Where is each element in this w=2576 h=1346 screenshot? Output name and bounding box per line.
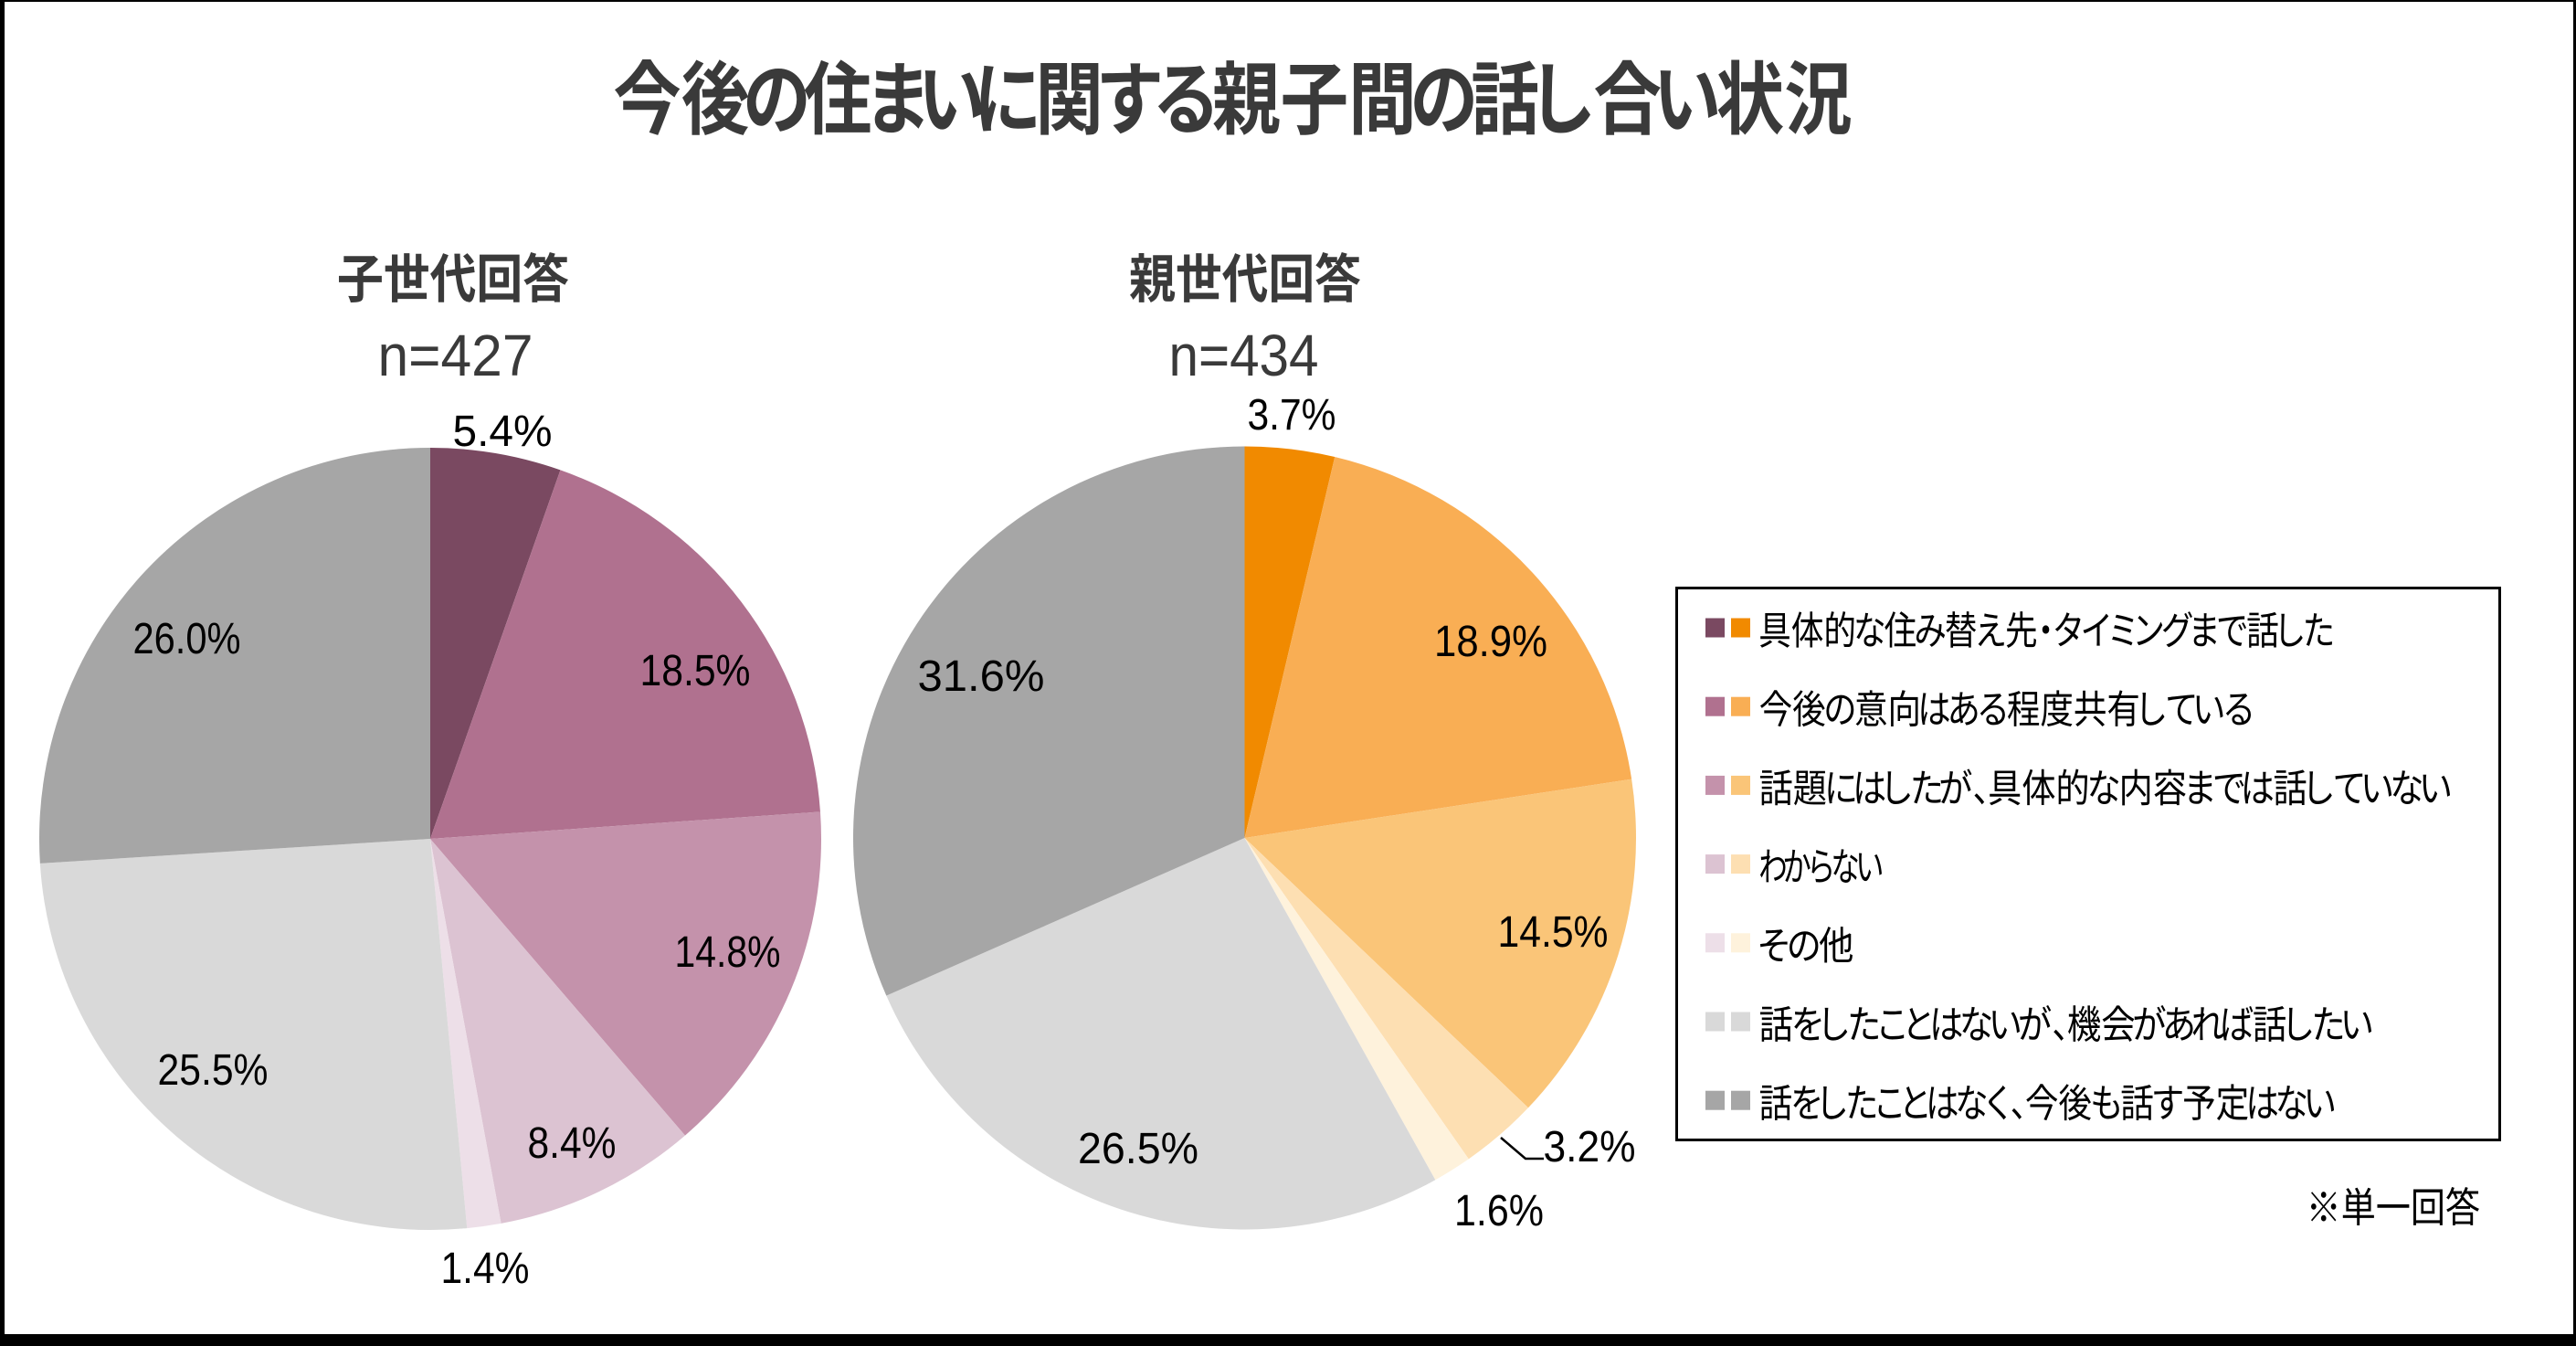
svg-text:14.5%: 14.5% <box>1498 908 1609 957</box>
svg-text:26.0%: 26.0% <box>133 615 241 663</box>
svg-text:1.4%: 1.4% <box>441 1245 530 1293</box>
svg-text:26.5%: 26.5% <box>1078 1125 1198 1173</box>
svg-text:5.4%: 5.4% <box>453 408 553 456</box>
svg-text:31.6%: 31.6% <box>918 652 1045 701</box>
svg-text:n=434: n=434 <box>1169 323 1319 388</box>
svg-text:n=427: n=427 <box>378 323 533 388</box>
svg-text:18.9%: 18.9% <box>1434 618 1547 666</box>
svg-text:1.6%: 1.6% <box>1454 1187 1544 1235</box>
svg-text:8.4%: 8.4% <box>528 1119 617 1168</box>
svg-text:14.8%: 14.8% <box>675 928 781 977</box>
svg-text:18.5%: 18.5% <box>640 647 751 695</box>
svg-text:3.2%: 3.2% <box>1544 1123 1636 1171</box>
svg-text:3.7%: 3.7% <box>1248 391 1336 440</box>
svg-text:25.5%: 25.5% <box>158 1046 269 1095</box>
